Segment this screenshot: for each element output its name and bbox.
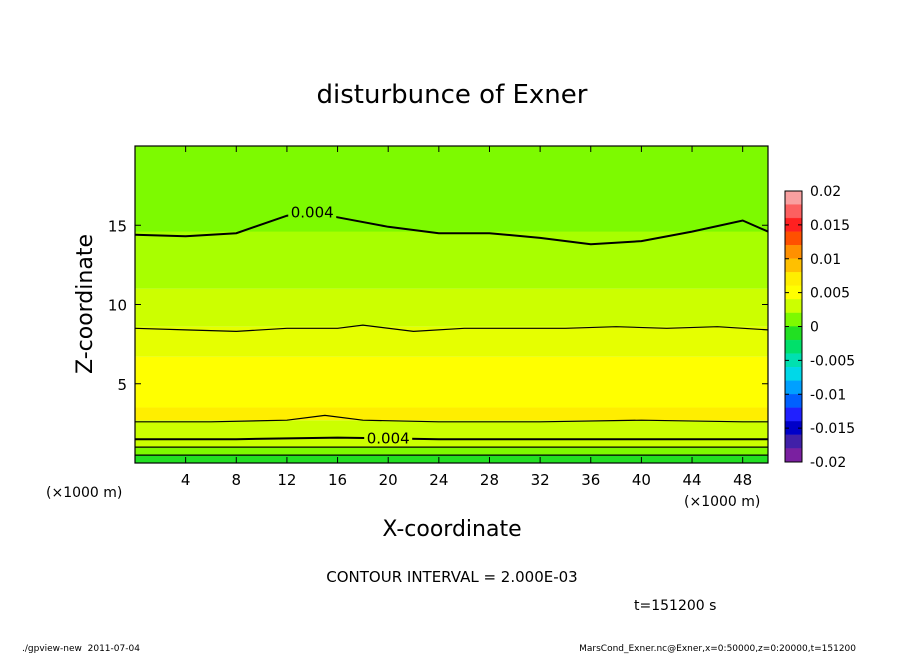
heatmap-band xyxy=(135,146,768,232)
colorbar-swatch xyxy=(784,394,803,408)
colorbar-tick-label: -0.015 xyxy=(810,421,855,437)
heatmap-band xyxy=(135,288,768,327)
colorbar-swatch xyxy=(784,448,803,463)
heatmap-band xyxy=(135,455,768,463)
x-axis-label: X-coordinate xyxy=(382,517,521,542)
time-label: t=151200 s xyxy=(634,598,716,614)
x-tick-label: 8 xyxy=(232,471,242,489)
colorbar-tick-label: 0.01 xyxy=(810,252,841,268)
x-tick-label: 44 xyxy=(682,471,701,489)
colorbar-tick-label: -0.005 xyxy=(810,353,855,369)
x-axis-unit-right: (×1000 m) xyxy=(684,494,760,510)
contour-interval: CONTOUR INTERVAL = 2.000E-03 xyxy=(326,568,577,586)
y-tick-label: 10 xyxy=(108,297,127,315)
contour-line xyxy=(135,414,768,423)
contour-line xyxy=(134,211,769,246)
x-tick-label: 40 xyxy=(632,471,651,489)
colorbar-swatch xyxy=(784,258,803,273)
colorbar-swatch xyxy=(784,326,803,341)
x-tick-label: 16 xyxy=(328,471,347,489)
colorbar-swatch xyxy=(784,434,803,449)
colorbar-swatch xyxy=(784,231,803,246)
x-axis-unit-left: (×1000 m) xyxy=(46,485,122,501)
colorbar-swatch xyxy=(784,339,803,354)
contour-label: 0.004 xyxy=(367,429,410,447)
heatmap-band xyxy=(135,420,768,448)
contour-label-bg xyxy=(288,204,337,221)
heatmap-bands xyxy=(135,146,768,463)
colorbar-tick-label: 0.005 xyxy=(810,286,850,302)
heatmap-band xyxy=(135,447,768,456)
colorbar-swatches xyxy=(784,190,803,463)
plot-area: 0.004 0.004 xyxy=(134,145,769,464)
x-axis-ticks: 4 8 12 16 20 24 28 32 36 40 44 48 xyxy=(181,146,752,489)
colorbar-swatch xyxy=(784,245,803,259)
contour-line xyxy=(134,324,769,333)
contour-label: 0.004 xyxy=(291,204,334,222)
footer-right: MarsCond_Exner.nc@Exner,x=0:50000,z=0:20… xyxy=(579,644,856,654)
colorbar-tick-label: 0.02 xyxy=(810,184,841,200)
contour-line xyxy=(135,436,768,441)
colorbar-swatch xyxy=(784,407,803,422)
colorbar-swatch xyxy=(784,299,803,314)
colorbar-swatch xyxy=(784,380,803,395)
colorbar-ticks: 0.02 0.015 0.01 0.005 0 -0.005 -0.01 -0.015 -0.0… xyxy=(785,184,855,471)
colorbar-swatch xyxy=(784,204,803,219)
chart-title: disturbunce of Exner xyxy=(317,80,588,110)
y-axis-label: Z-coordinate xyxy=(73,234,98,374)
heatmap-band xyxy=(135,356,768,408)
x-tick-label: 36 xyxy=(581,471,600,489)
colorbar-tick-label: -0.02 xyxy=(810,455,846,471)
colorbar-tick-label: -0.01 xyxy=(810,387,846,403)
colorbar-swatch xyxy=(784,272,803,286)
heatmap-band xyxy=(135,407,768,421)
y-axis-ticks: 5 10 15 xyxy=(108,217,768,394)
colorbar: 0.02 0.015 0.01 0.005 0 -0.005 -0.01 -0.015 -0.0… xyxy=(784,184,855,471)
contour-label-bg xyxy=(364,430,413,447)
x-tick-label: 32 xyxy=(531,471,550,489)
y-tick-label: 15 xyxy=(108,217,127,235)
colorbar-swatch xyxy=(784,190,803,205)
colorbar-tick-label: 0 xyxy=(810,320,819,336)
x-tick-label: 28 xyxy=(480,471,499,489)
y-tick-label: 5 xyxy=(117,376,127,394)
x-tick-label: 48 xyxy=(733,471,752,489)
colorbar-swatch xyxy=(784,366,803,381)
x-tick-label: 4 xyxy=(181,471,191,489)
contour-lines: 0.004 0.004 xyxy=(134,204,769,456)
colorbar-tick-label: 0.015 xyxy=(810,218,850,234)
x-tick-label: 20 xyxy=(379,471,398,489)
x-tick-label: 24 xyxy=(429,471,448,489)
x-tick-label: 12 xyxy=(277,471,296,489)
footer-left: ./gpview-new 2011-07-04 xyxy=(22,644,140,654)
colorbar-swatch xyxy=(784,312,803,327)
